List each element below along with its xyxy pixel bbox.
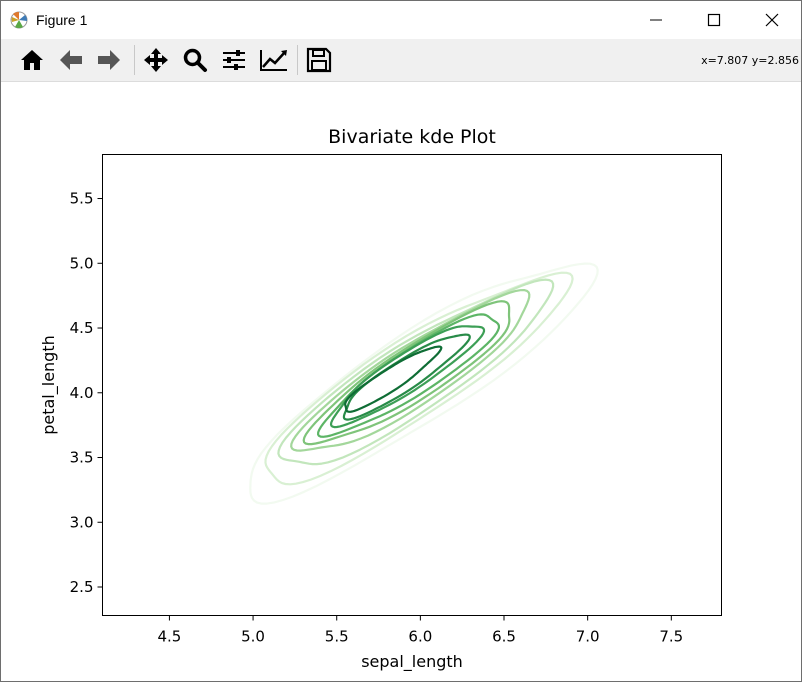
x-tick-label: 5.5 [325,628,349,646]
y-tick-label: 2.5 [70,578,94,596]
save-button[interactable] [303,44,335,76]
navigation-toolbar: x=7.807 y=2.856 [1,39,801,82]
x-tick-label: 7.0 [576,628,600,646]
edit-axes-button[interactable] [256,44,288,76]
sliders-icon [223,50,245,70]
kde-contour-level-7 [329,325,486,429]
minimize-icon [650,19,662,21]
title-bar[interactable]: Figure 1 [1,1,801,39]
x-ticks: 4.5 5.0 5.5 6.0 6.5 7.0 7.5 [157,615,683,646]
floppy-disk-icon [306,47,332,73]
arrow-left-icon [60,50,82,70]
x-tick-label: 6.0 [408,628,432,646]
magnifier-icon [183,48,207,72]
trend-chart-icon [260,50,287,71]
kde-contour-level-5 [302,300,511,446]
y-tick-label: 5.5 [70,190,94,208]
chart-title: Bivariate kde Plot [328,126,496,148]
close-icon [765,13,779,27]
toolbar-separator [134,45,135,75]
x-tick-label: 7.5 [659,628,683,646]
cursor-coordinates: x=7.807 y=2.856 [701,54,799,67]
kde-contour-level-4 [290,289,531,452]
home-icon [21,50,43,70]
maximize-icon [707,13,721,27]
x-tick-label: 4.5 [157,628,181,646]
matplotlib-logo-icon [10,11,28,29]
kde-contour-level-2 [264,271,574,486]
kde-contour-level-6 [317,313,500,438]
window-title: Figure 1 [36,12,88,28]
arrow-right-icon [98,50,120,70]
contour-group [249,262,599,505]
x-tick-label: 5.0 [241,628,265,646]
y-tick-label: 5.0 [70,254,94,272]
pan-button[interactable] [140,44,172,76]
y-tick-label: 4.5 [70,319,94,337]
figure-canvas[interactable]: Bivariate kde Plot 4.5 5.0 5.5 6.0 6.5 7.0 7.5… [1,82,801,681]
kde-contour-level-1 [249,262,599,505]
kde-contour-level-9 [344,345,443,413]
y-tick-label: 3.5 [70,449,94,467]
forward-button[interactable] [93,44,125,76]
zoom-button[interactable] [179,44,211,76]
y-tick-label: 3.0 [70,513,94,531]
back-button[interactable] [55,44,87,76]
y-axis-label: petal_length [39,335,59,435]
x-axis-label: sepal_length [361,652,463,672]
y-ticks: 2.5 3.0 3.5 4.0 4.5 5.0 5.5 [70,190,103,596]
move-arrows-icon [144,48,168,72]
minimize-button[interactable] [627,1,685,39]
close-button[interactable] [743,1,801,39]
plot-frame [102,154,722,616]
kde-contour-level-3 [277,278,555,466]
kde-contour-level-8 [342,333,471,421]
configure-subplots-button[interactable] [218,44,250,76]
y-tick-label: 4.0 [70,384,94,402]
x-tick-label: 6.5 [492,628,516,646]
kde-chart[interactable]: Bivariate kde Plot 4.5 5.0 5.5 6.0 6.5 7.0 7.5… [1,82,801,681]
home-button[interactable] [16,44,48,76]
toolbar-separator [297,45,298,75]
maximize-button[interactable] [685,1,743,39]
